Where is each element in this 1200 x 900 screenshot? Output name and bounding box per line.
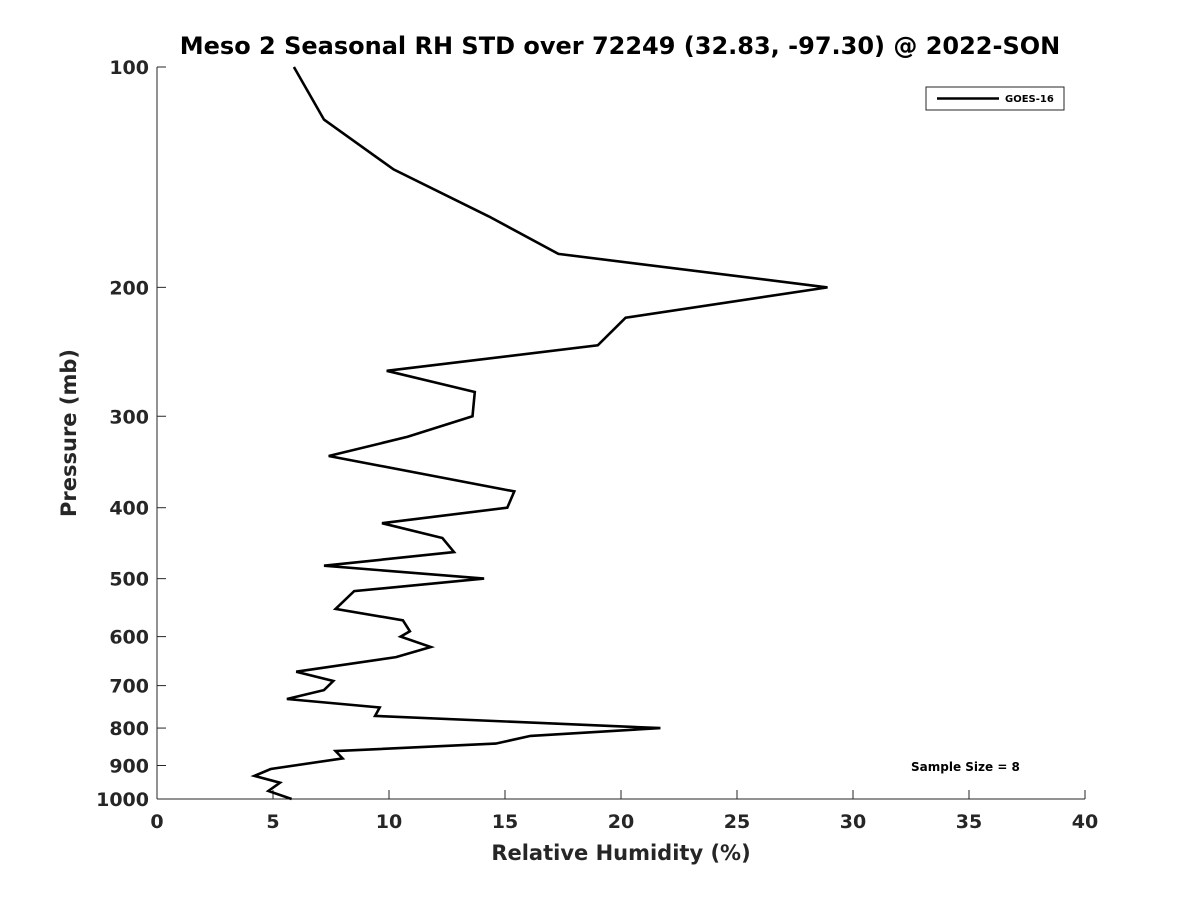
plot-area [157,67,1085,799]
x-tick-label: 35 [956,811,982,833]
x-tick-label: 15 [492,811,518,833]
y-tick-label: 300 [109,406,149,428]
y-tick-label: 400 [109,498,149,520]
legend-label-goes16: GOES-16 [1005,94,1054,105]
y-tick-label: 600 [109,627,149,649]
x-tick-label: 10 [376,811,402,833]
y-tick-label: 500 [109,569,149,591]
x-tick-label: 5 [266,811,279,833]
x-tick-label: 40 [1072,811,1098,833]
y-tick-label: 1000 [96,789,149,811]
legend: GOES-16 [925,86,1065,111]
x-tick-label: 30 [840,811,866,833]
y-tick-label: 200 [109,277,149,299]
y-tick-label: 900 [109,756,149,778]
chart-title: Meso 2 Seasonal RH STD over 72249 (32.83… [180,32,1061,60]
sample-size-annotation: Sample Size = 8 [911,760,1020,774]
x-axis-label: Relative Humidity (%) [491,841,750,865]
y-axis-label: Pressure (mb) [57,349,81,517]
y-axis-ticks: 100 200 300 400 500 600 700 800 900 1000 [96,57,166,811]
x-tick-label: 0 [150,811,163,833]
y-tick-label: 100 [109,57,149,79]
x-axis-ticks: 0 5 10 15 20 25 30 35 40 [150,790,1098,833]
x-tick-label: 25 [724,811,750,833]
x-tick-label: 20 [608,811,634,833]
series-line-goes16 [250,66,828,801]
y-tick-label: 800 [109,718,149,740]
y-tick-label: 700 [109,676,149,698]
